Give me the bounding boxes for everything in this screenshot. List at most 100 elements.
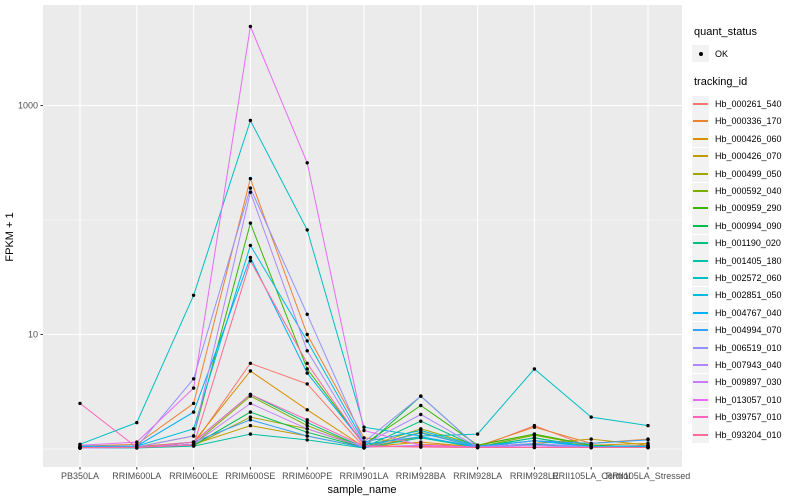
legend-item-Hb_009897_030: Hb_009897_030 — [692, 373, 800, 391]
legend-key-box — [692, 408, 709, 426]
data-point — [419, 412, 423, 417]
legend-item-label: Hb_002572_060 — [715, 272, 782, 283]
data-point — [305, 420, 309, 425]
legend-key-box — [692, 130, 709, 148]
legend-item-Hb_000592_040: Hb_000592_040 — [692, 182, 800, 200]
x-tick-label: RRII105LA_Control — [552, 471, 630, 481]
data-point — [191, 386, 196, 390]
data-point — [419, 403, 423, 408]
legend-key-box — [692, 426, 709, 443]
data-point — [419, 428, 423, 433]
data-point — [305, 438, 309, 442]
legend-key-line-icon — [693, 137, 708, 140]
legend-key-box — [692, 286, 709, 304]
tracking-id-legend-list: Hb_000261_540 Hb_000336_170 Hb_000426_060 H… — [692, 95, 800, 443]
data-point — [305, 371, 309, 375]
data-point — [305, 427, 309, 431]
legend-key-line-icon — [693, 294, 708, 297]
legend-key-line-icon — [693, 346, 708, 349]
x-tick-label: RRIM928BA — [396, 471, 446, 481]
legend-key-line-icon — [693, 381, 708, 384]
data-point — [475, 445, 480, 450]
data-point — [646, 445, 650, 450]
legend-item-label: Hb_000336_170 — [715, 116, 782, 127]
data-point — [78, 445, 82, 450]
data-point — [362, 425, 366, 429]
legend-key-box — [692, 199, 709, 217]
data-point — [362, 436, 366, 440]
legend-item-label: Hb_000261_540 — [715, 99, 782, 110]
legend-item-label: Hb_000426_060 — [715, 133, 782, 144]
legend-item-label: Hb_007943_040 — [715, 359, 782, 370]
data-point — [248, 392, 253, 397]
data-point — [532, 445, 537, 450]
legend-item-label: Hb_002851_050 — [715, 290, 782, 301]
data-point — [419, 419, 423, 423]
data-point — [191, 443, 196, 447]
data-point — [305, 367, 309, 371]
data-point — [532, 367, 537, 371]
data-point — [191, 427, 196, 431]
data-point — [248, 190, 253, 194]
legend-item-label: Hb_001405_180 — [715, 255, 782, 266]
data-point — [589, 441, 593, 446]
data-point — [305, 382, 309, 386]
point-symbol-icon — [698, 51, 703, 56]
data-point — [305, 161, 309, 165]
data-point — [248, 186, 253, 190]
data-point — [248, 410, 253, 414]
legend-key-box — [692, 45, 709, 63]
data-point — [248, 369, 253, 373]
data-point — [135, 445, 139, 450]
data-point — [248, 423, 253, 428]
legend-key-box — [692, 112, 709, 130]
data-point — [248, 415, 253, 419]
data-point — [532, 432, 537, 436]
legend-key-line-icon — [693, 363, 708, 366]
legend-key-line-icon — [693, 276, 708, 279]
data-point — [191, 410, 196, 414]
data-point — [532, 436, 537, 440]
data-point — [248, 361, 253, 365]
legend-item-Hb_002851_050: Hb_002851_050 — [692, 286, 800, 304]
legend-item-Hb_000959_290: Hb_000959_290 — [692, 199, 800, 217]
data-point — [248, 176, 253, 181]
data-point — [135, 440, 139, 444]
data-point — [646, 438, 650, 442]
legend-item-label: Hb_000994_090 — [715, 220, 782, 231]
data-point — [589, 437, 593, 441]
legend-title-tracking-id: tracking_id — [694, 76, 748, 89]
legend-item-label: Hb_004994_070 — [715, 325, 782, 336]
data-point — [532, 425, 537, 429]
data-point — [248, 24, 253, 29]
x-tick-label: PB350LA — [61, 471, 99, 481]
data-point — [248, 418, 253, 422]
legend-title-quant-status: quant_status — [694, 26, 757, 38]
data-point — [419, 435, 423, 439]
legend-item-Hb_000261_540: Hb_000261_540 — [692, 95, 800, 113]
x-tick-label: RRIM600LA — [112, 471, 161, 481]
legend-item-Hb_000426_070: Hb_000426_070 — [692, 147, 800, 165]
legend-item-Hb_002572_060: Hb_002572_060 — [692, 269, 800, 287]
legend-item-Hb_000336_170: Hb_000336_170 — [692, 112, 800, 130]
legend-key-line-icon — [693, 103, 708, 106]
legend-item-Hb_004767_040: Hb_004767_040 — [692, 304, 800, 322]
x-tick-label: RRIM600PE — [282, 471, 332, 481]
legend-item-label: Hb_000592_040 — [715, 186, 782, 197]
legend-item-Hb_000994_090: Hb_000994_090 — [692, 217, 800, 235]
x-tick-label: RRIM901LA — [339, 471, 388, 481]
data-point — [305, 434, 309, 438]
legend-item-label: Hb_001190_020 — [715, 238, 781, 249]
data-point — [305, 332, 309, 337]
data-point — [419, 440, 423, 444]
plot-panel — [43, 5, 682, 467]
data-point — [305, 430, 309, 434]
legend-item-Hb_006519_010: Hb_006519_010 — [692, 339, 800, 357]
legend-key-box — [692, 339, 709, 357]
legend-key-line-icon — [693, 190, 708, 193]
x-axis-title: sample_name — [327, 484, 396, 496]
data-point — [419, 431, 423, 435]
legend-item-Hb_039757_010: Hb_039757_010 — [692, 408, 800, 426]
data-point — [305, 228, 309, 232]
